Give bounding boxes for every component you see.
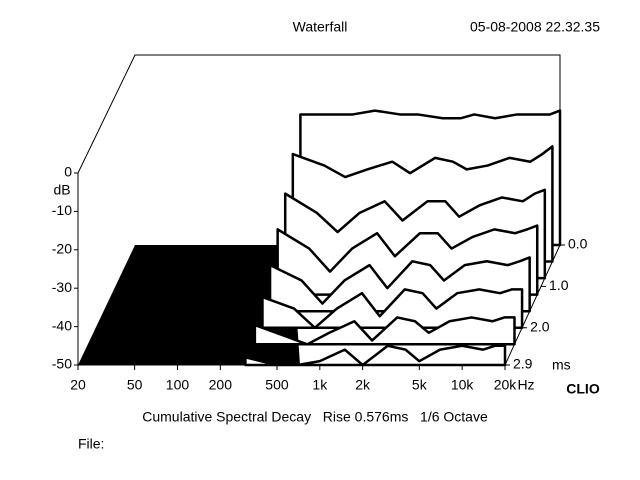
x-tick-label: 1k	[312, 377, 328, 393]
x-tick-label: 2k	[355, 377, 371, 393]
y-tick-label: 0	[64, 164, 72, 180]
x-tick-label: 5k	[412, 377, 428, 393]
x-tick-label: 50	[127, 377, 143, 393]
floor	[78, 245, 300, 365]
t-tick-label: 2.0	[530, 318, 550, 334]
file-label: File:	[78, 436, 104, 452]
x-tick-label: 10k	[451, 377, 475, 393]
chart-title: Waterfall	[293, 19, 348, 35]
t-tick-label: 2.9	[513, 356, 533, 372]
x-unit: Hz	[517, 377, 534, 393]
x-tick-label: 200	[209, 377, 233, 393]
decay-slice	[261, 288, 524, 330]
t-tick-label: 1.0	[549, 277, 569, 293]
y-tick-label: -20	[52, 241, 72, 257]
y-tick-label: -10	[52, 202, 72, 218]
subtitle: Cumulative Spectral Decay Rise 0.576ms 1…	[142, 409, 488, 425]
y-tick-label: -50	[52, 356, 72, 372]
brand: CLIO	[566, 381, 600, 397]
surface	[244, 109, 562, 367]
y-tick-label: -30	[52, 279, 72, 295]
date: 05-08-2008 22.32.35	[470, 19, 600, 35]
x-tick-label: 20k	[494, 377, 518, 393]
time-unit: ms	[552, 357, 571, 373]
x-tick-label: 500	[265, 377, 289, 393]
decay-slice	[244, 344, 507, 367]
y-tick-label: -40	[52, 317, 72, 333]
t-tick-label: 0.0	[568, 236, 588, 252]
y-axis-label: dB	[53, 182, 70, 198]
x-tick-label: 20	[70, 377, 86, 393]
x-tick-label: 100	[166, 377, 190, 393]
decay-slice	[253, 316, 516, 346]
